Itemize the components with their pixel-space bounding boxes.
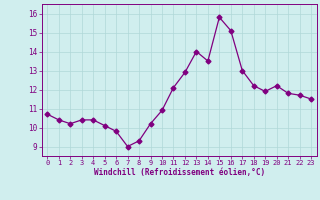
X-axis label: Windchill (Refroidissement éolien,°C): Windchill (Refroidissement éolien,°C) <box>94 168 265 177</box>
